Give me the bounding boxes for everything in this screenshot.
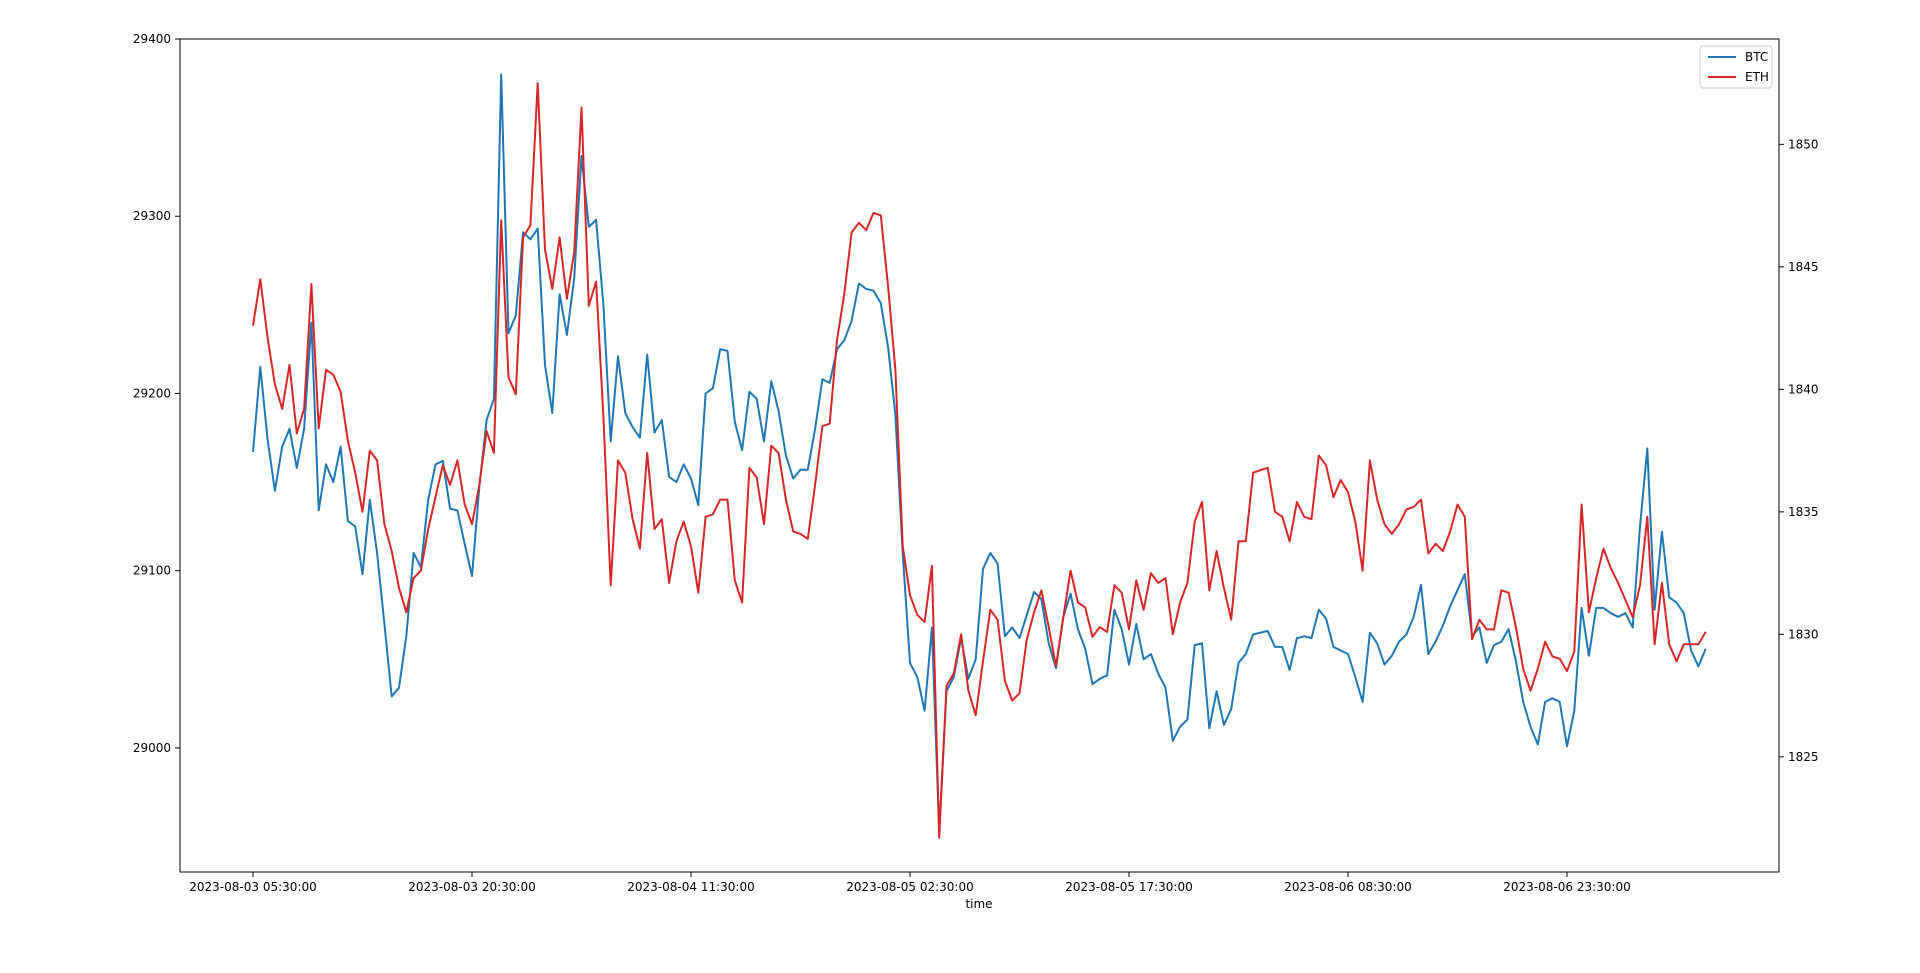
left-y-tick-label: 29300 (133, 209, 171, 223)
series-layer (252, 73, 1707, 839)
x-tick-label: 2023-08-03 05:30:00 (189, 880, 316, 894)
x-tick-label: 2023-08-04 11:30:00 (627, 880, 754, 894)
left-y-tick-label: 29200 (133, 386, 171, 400)
right-y-tick-label: 1835 (1788, 505, 1819, 519)
right-y-tick-label: 1830 (1788, 627, 1819, 641)
left-y-axis: 29000 29100 29200 29300 29400 (133, 32, 180, 755)
legend-label-btc: BTC (1745, 50, 1768, 64)
x-tick-label: 2023-08-05 02:30:00 (846, 880, 973, 894)
legend: BTC ETH (1699, 45, 1773, 89)
x-tick-label: 2023-08-06 08:30:00 (1284, 880, 1411, 894)
right-y-tick-label: 1840 (1788, 382, 1819, 396)
right-y-tick-label: 1850 (1788, 137, 1819, 151)
x-tick-label: 2023-08-06 23:30:00 (1503, 880, 1630, 894)
x-axis-title: time (965, 897, 992, 911)
right-y-tick-label: 1825 (1788, 750, 1819, 764)
right-y-axis: 1825 1830 1835 1840 1845 1850 (1779, 137, 1819, 764)
left-y-tick-label: 29000 (133, 741, 171, 755)
series-line-btc (252, 73, 1707, 833)
left-y-tick-label: 29100 (133, 564, 171, 578)
legend-label-eth: ETH (1745, 70, 1769, 84)
x-axis: 2023-08-03 05:30:00 2023-08-03 20:30:00 20… (189, 872, 1631, 894)
right-y-tick-label: 1845 (1788, 260, 1819, 274)
left-y-tick-label: 29400 (133, 32, 171, 46)
x-tick-label: 2023-08-05 17:30:00 (1065, 880, 1192, 894)
series-line-eth (252, 82, 1707, 839)
x-tick-label: 2023-08-03 20:30:00 (408, 880, 535, 894)
plot-area-frame (179, 38, 1780, 873)
